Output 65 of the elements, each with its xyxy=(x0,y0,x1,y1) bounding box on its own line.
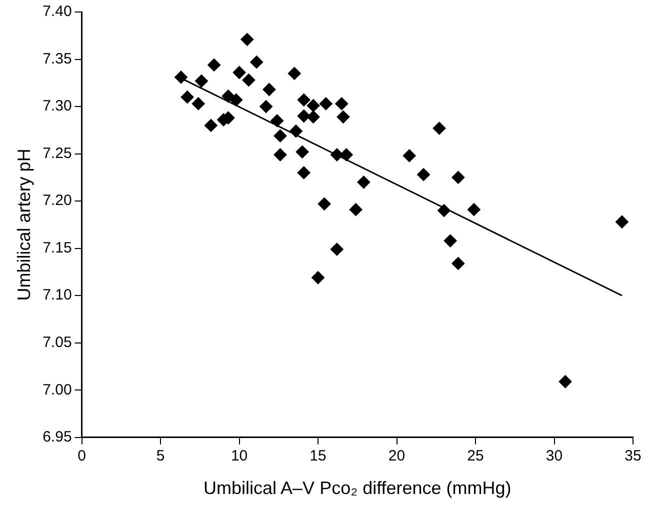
y-tick-label: 7.40 xyxy=(42,3,72,20)
point xyxy=(274,129,287,142)
point xyxy=(297,109,310,122)
point xyxy=(297,166,310,180)
point xyxy=(208,58,221,72)
point xyxy=(336,110,350,124)
x-tick-label: 0 xyxy=(78,448,86,465)
y-tick-label: 7.25 xyxy=(42,144,72,162)
point xyxy=(232,66,246,79)
point xyxy=(330,148,344,162)
y-tick-label: 7.35 xyxy=(42,50,72,68)
point xyxy=(558,375,572,388)
point xyxy=(240,32,254,46)
x-tick-label: 35 xyxy=(624,448,642,465)
point xyxy=(194,74,208,88)
point xyxy=(467,203,480,216)
point xyxy=(438,204,451,218)
point xyxy=(192,97,205,110)
point xyxy=(242,74,256,87)
x-tick-label: 15 xyxy=(310,448,326,465)
x-tick-label: 5 xyxy=(156,448,165,465)
point xyxy=(296,145,309,158)
point xyxy=(306,99,320,112)
point xyxy=(204,118,218,132)
point xyxy=(417,168,430,182)
point xyxy=(180,90,194,104)
point xyxy=(250,56,264,69)
point xyxy=(452,170,465,184)
point xyxy=(318,197,331,210)
x-tick-label: 30 xyxy=(546,448,563,465)
point xyxy=(222,90,235,103)
point xyxy=(289,124,302,138)
y-tick-label: 7.20 xyxy=(42,192,72,210)
point xyxy=(274,148,287,162)
point xyxy=(260,100,273,114)
x-tick-label: 10 xyxy=(230,448,248,465)
y-axis-title: Umbilical artery pH xyxy=(14,148,34,301)
x-tick-label: 20 xyxy=(388,448,406,465)
point xyxy=(270,114,284,128)
point xyxy=(432,122,446,135)
point xyxy=(330,242,344,256)
point xyxy=(335,97,348,110)
y-tick-label: 7.10 xyxy=(42,286,72,304)
point xyxy=(444,234,457,248)
point xyxy=(615,215,628,228)
point xyxy=(230,93,243,106)
point xyxy=(319,97,332,110)
x-tick-label: 25 xyxy=(467,448,484,465)
y-tick-label: 6.95 xyxy=(42,428,72,446)
point xyxy=(174,70,188,84)
point xyxy=(357,176,370,189)
point xyxy=(297,93,310,106)
point xyxy=(288,66,301,80)
point xyxy=(452,256,465,270)
y-tick-label: 7.15 xyxy=(42,239,72,256)
y-tick-label: 7.05 xyxy=(42,334,72,352)
point xyxy=(340,148,353,162)
point xyxy=(402,149,416,162)
y-tick-label: 7.30 xyxy=(42,98,72,115)
point xyxy=(262,83,276,96)
x-axis-title: Umbilical A–V Pco₂ difference (mmHg) xyxy=(204,478,512,498)
point xyxy=(349,203,362,216)
point xyxy=(306,110,320,124)
point xyxy=(312,271,325,284)
y-tick-label: 7.00 xyxy=(42,381,72,398)
